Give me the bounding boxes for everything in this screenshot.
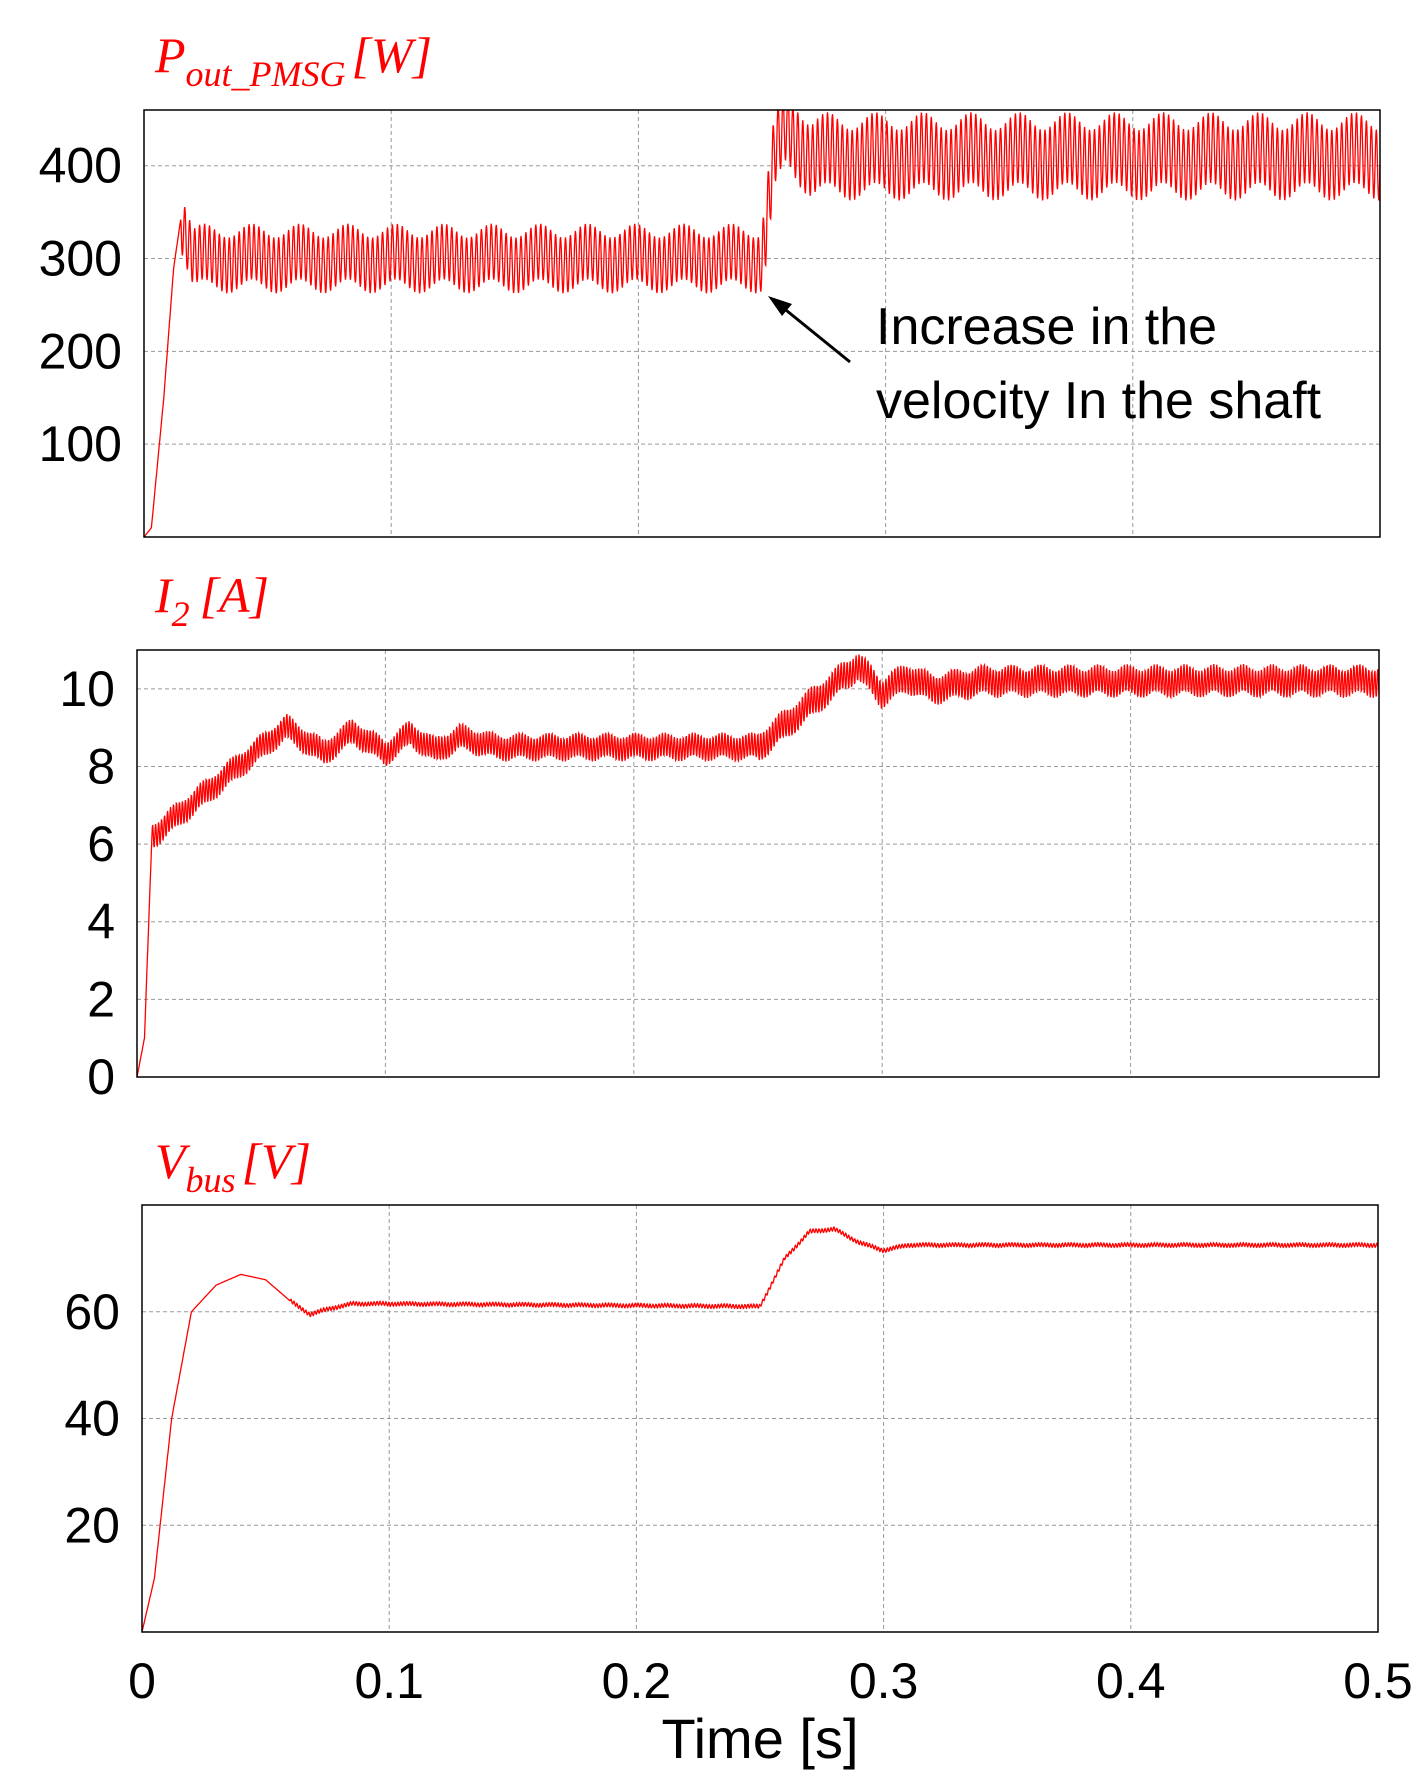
- panel-voltage-y-tick-label: 60: [64, 1284, 120, 1340]
- panel-current-y-tick-label: 6: [87, 816, 115, 872]
- panel-current-title: I2 [A]: [154, 567, 269, 634]
- panel-voltage-y-tick-label: 40: [64, 1391, 120, 1447]
- panel-voltage-y-ticks: 20 40 60: [64, 1284, 120, 1554]
- panel-current-frame: [136, 649, 1380, 1078]
- panel-power-series-line: [143, 109, 1381, 538]
- panel-current-y-tick-label: 2: [87, 971, 115, 1027]
- panel-power-y-ticks: 100 200 300 400: [39, 138, 122, 472]
- x-tick-label: 0.5: [1343, 1653, 1413, 1709]
- panel-voltage-series-line: [141, 1226, 1379, 1633]
- panel-power-title-sub: out_PMSG: [186, 54, 346, 94]
- panel-voltage-grid: [142, 1205, 1378, 1632]
- panel-power-title-main: P: [154, 27, 186, 83]
- x-tick-label: 0.3: [849, 1653, 919, 1709]
- x-tick-label: 0.2: [602, 1653, 672, 1709]
- panel-power-y-tick-label: 300: [39, 231, 122, 287]
- panel-voltage-x-ticks: 0 0.1 0.2 0.3 0.4 0.5: [128, 1653, 1413, 1709]
- x-tick-label: 0.4: [1096, 1653, 1166, 1709]
- panel-current-y-tick-label: 8: [87, 738, 115, 794]
- panel-voltage-title-main: V: [155, 1133, 191, 1189]
- panel-voltage-title: Vbus [V]: [155, 1133, 311, 1200]
- x-axis-label: Time [s]: [661, 1707, 858, 1770]
- x-tick-label: 0.1: [354, 1653, 424, 1709]
- panel-current-title-sub: 2: [172, 594, 190, 634]
- panel-power-frame: [143, 109, 1381, 538]
- panel-current-grid: [137, 650, 1379, 1077]
- panel-voltage-y-tick-label: 20: [64, 1497, 120, 1553]
- panel-voltage: Vbus [V] 20 40 60 0 0.1 0.2 0.3 0.4 0.5 Time [s]: [64, 1133, 1412, 1770]
- panel-current-y-tick-label: 0: [87, 1049, 115, 1105]
- panel-current-title-unit: [A]: [200, 567, 269, 623]
- panel-current-y-tick-label: 10: [59, 661, 115, 717]
- annotation-line-2: velocity In the shaft: [876, 372, 1322, 430]
- panel-power: Pout_PMSG [W] 100 200 300 400 Increase in th…: [39, 27, 1381, 538]
- panel-power-y-tick-label: 400: [39, 138, 122, 194]
- annotation-line-1: Increase in the: [876, 298, 1217, 356]
- panel-power-title-unit: [W]: [352, 27, 433, 83]
- panel-power-title: Pout_PMSG [W]: [154, 27, 432, 94]
- panel-power-y-tick-label: 100: [39, 416, 122, 472]
- panel-current-title-main: I: [154, 567, 174, 623]
- panel-voltage-title-sub: bus: [186, 1160, 236, 1200]
- panel-voltage-frame: [141, 1204, 1379, 1633]
- panel-power-y-tick-label: 200: [39, 323, 122, 379]
- annotation-arrowhead: [768, 296, 792, 316]
- panel-current-y-tick-label: 4: [87, 894, 115, 950]
- annotation-arrow: [775, 300, 851, 364]
- panel-current-series-line: [136, 654, 1380, 1078]
- panel-current-y-ticks: 0 2 4 6 8 10: [59, 661, 115, 1105]
- panel-voltage-title-unit: [V]: [242, 1133, 311, 1189]
- x-tick-label: 0: [128, 1653, 156, 1709]
